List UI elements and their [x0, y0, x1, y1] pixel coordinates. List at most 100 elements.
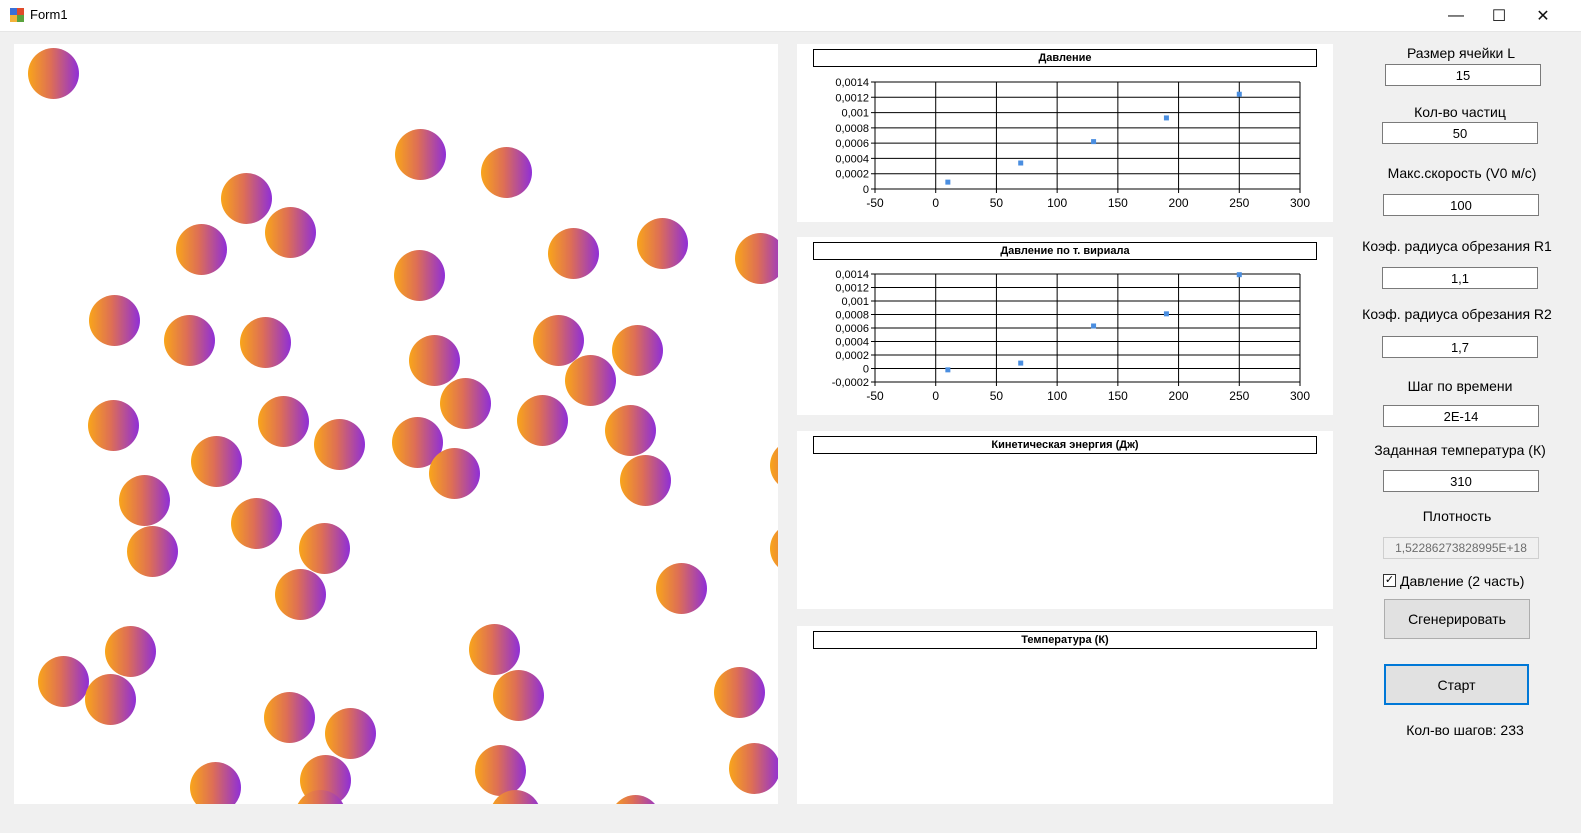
pressure-chart-xtick: 0	[932, 196, 939, 210]
pressure-chart: -50 0 50 100 150 200 250 30000,00020,00040,0006…	[835, 77, 1310, 210]
particle	[89, 295, 140, 346]
virial-pressure-chart-xtick: 100	[1047, 389, 1067, 403]
virial-pressure-chart-grid	[871, 273, 1301, 386]
window-title: Form1	[30, 7, 68, 22]
particle-count-label: Кол-во частиц	[1414, 104, 1506, 120]
pressure-chart-xtick: 200	[1169, 196, 1189, 210]
max-speed-input[interactable]	[1383, 194, 1539, 216]
virial-pressure-chart-ytick: 0,001	[841, 296, 869, 308]
particle	[475, 745, 526, 796]
particle	[481, 147, 532, 198]
max-speed-label: Макс.скорость (V0 м/с)	[1387, 165, 1537, 181]
cutoff-r1-label: Коэф. радиуса обрезания R1	[1362, 238, 1552, 254]
pressure-chart-ytick: 0,0014	[835, 77, 869, 89]
particle	[612, 325, 663, 376]
pressure-chart-ytick: 0,001	[841, 108, 869, 120]
particle	[533, 315, 584, 366]
pressure-chart-point	[1091, 139, 1097, 145]
particle	[735, 233, 778, 284]
particle	[258, 396, 309, 447]
cutoff-r2-input[interactable]	[1382, 336, 1538, 358]
particle	[176, 224, 227, 275]
virial-pressure-chart-point	[945, 367, 951, 373]
virial-pressure-chart-xtick: 300	[1290, 389, 1310, 403]
particle	[517, 395, 568, 446]
particle	[28, 48, 79, 99]
close-button[interactable]: ✕	[1536, 7, 1550, 25]
particle	[605, 405, 656, 456]
particle	[299, 523, 350, 574]
particle	[394, 250, 445, 301]
density-label: Плотность	[1422, 508, 1492, 524]
pressure-chart-xtick: 100	[1047, 196, 1067, 210]
pressure-chart-panel: -50 0 50 100 150 200 250 300 0 0,0002 0,0004 0,0006…	[797, 44, 1333, 222]
kinetic-energy-chart-panel: Кинетическая энергия (Дж)	[797, 431, 1333, 609]
particle	[221, 173, 272, 224]
virial-pressure-chart-point	[1018, 360, 1024, 366]
target-temperature-input[interactable]	[1383, 470, 1539, 492]
pressure-chart-point	[1018, 160, 1024, 166]
title-bar: Form1 — ☐ ✕	[0, 0, 1581, 32]
particle	[191, 436, 242, 487]
virial-pressure-chart-ytick: 0,0004	[835, 337, 869, 349]
pressure-chart-point	[945, 179, 951, 185]
particle	[275, 569, 326, 620]
generate-button[interactable]: Сгенерировать	[1384, 599, 1530, 639]
pressure-part2-checkbox[interactable]: ✓	[1383, 574, 1396, 587]
particle	[295, 790, 346, 804]
pressure-chart-title: Давление	[813, 49, 1317, 67]
temperature-chart-panel: Температура (К)	[797, 626, 1333, 804]
cutoff-r1-input[interactable]	[1382, 267, 1538, 289]
cell-size-input[interactable]	[1385, 64, 1541, 86]
minimize-button[interactable]: —	[1448, 6, 1464, 24]
particle	[429, 448, 480, 499]
particle	[770, 523, 778, 574]
virial-pressure-chart-xtick: 200	[1169, 389, 1189, 403]
pressure-part2-label[interactable]: Давление (2 часть)	[1400, 573, 1525, 589]
virial-pressure-chart-xtick: 250	[1229, 389, 1249, 403]
particle	[656, 563, 707, 614]
particle	[565, 355, 616, 406]
particle	[440, 378, 491, 429]
pressure-chart-ytick: 0,0006	[835, 138, 869, 150]
particle	[610, 795, 661, 804]
particle	[240, 317, 291, 368]
pressure-chart-point	[1236, 91, 1242, 97]
virial-pressure-chart: -50 0 50 100 150 200 250 300-0,000200,00020,000…	[832, 269, 1311, 403]
particle	[490, 790, 541, 804]
particle	[88, 400, 139, 451]
virial-pressure-chart-ytick: 0,0008	[835, 310, 869, 322]
particle	[409, 335, 460, 386]
virial-pressure-chart-point	[1091, 323, 1097, 329]
particle	[620, 455, 671, 506]
particle	[119, 475, 170, 526]
maximize-button[interactable]: ☐	[1491, 7, 1507, 25]
virial-pressure-chart-ytick: 0,0006	[835, 323, 869, 335]
virial-pressure-chart-ytick: 0,0002	[835, 350, 869, 362]
cell-size-label: Размер ячейки L	[1406, 45, 1516, 61]
virial-pressure-chart-ytick: 0,0014	[835, 269, 869, 281]
pressure-chart-ytick: 0,0004	[835, 153, 869, 165]
pressure-chart-ytick: 0,0002	[835, 169, 869, 181]
time-step-input[interactable]	[1383, 405, 1539, 427]
particle	[729, 743, 778, 794]
simulation-canvas	[14, 44, 778, 804]
particle	[190, 762, 241, 804]
particle	[395, 129, 446, 180]
virial-pressure-chart-point	[1163, 311, 1169, 317]
particle-count-input[interactable]	[1382, 122, 1538, 144]
start-button[interactable]: Старт	[1384, 664, 1529, 705]
pressure-chart-grid	[871, 81, 1301, 193]
pressure-chart-xtick: -50	[866, 196, 884, 210]
kinetic-energy-chart-title: Кинетическая энергия (Дж)	[813, 436, 1317, 454]
virial-pressure-chart-xtick: 150	[1108, 389, 1128, 403]
virial-pressure-chart-title: Давление по т. вириала	[813, 242, 1317, 260]
virial-pressure-chart-panel: -50 0 50 100 150 200 250 300 -0,0002 0 0,0002 0,000…	[797, 237, 1333, 415]
virial-pressure-chart-xtick: 0	[932, 389, 939, 403]
particle	[105, 626, 156, 677]
virial-pressure-chart-xtick: 50	[990, 389, 1004, 403]
particle	[714, 667, 765, 718]
pressure-chart-ytick: 0,0012	[835, 92, 869, 104]
time-step-label: Шаг по времени	[1407, 378, 1513, 394]
particle	[38, 656, 89, 707]
